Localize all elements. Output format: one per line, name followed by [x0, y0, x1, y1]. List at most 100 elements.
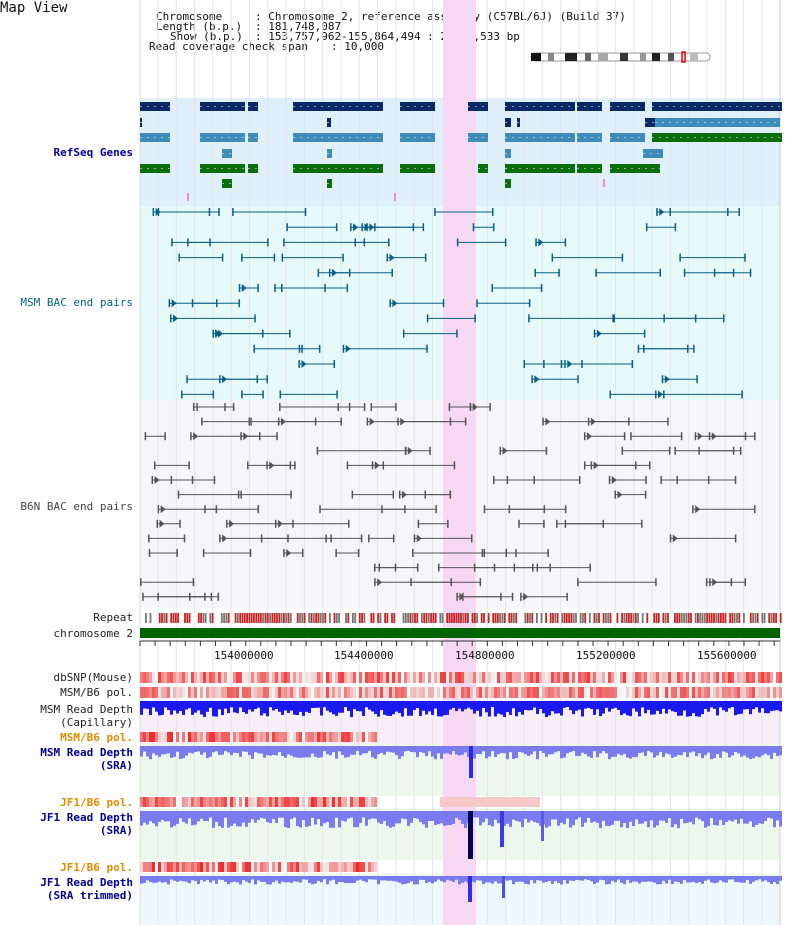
depth-bar [551, 811, 554, 820]
depth-bar [251, 811, 254, 820]
b6n-bac-end [140, 578, 142, 587]
depth-bar [368, 746, 371, 751]
repeat-mark [285, 613, 288, 623]
depth-bar [392, 876, 395, 882]
depth-bar [515, 876, 518, 882]
heat-cell [266, 687, 269, 698]
heat-cell [149, 672, 152, 683]
repeat-mark [510, 613, 513, 623]
heat-cell [140, 672, 143, 683]
repeat-mark [455, 613, 458, 623]
depth-bar [647, 811, 650, 828]
heat-cell [263, 732, 266, 742]
depth-bar [326, 701, 329, 711]
repeat-mark [483, 613, 485, 623]
heat-cell [281, 672, 284, 683]
heat-cell [236, 687, 239, 698]
depth-bar [722, 876, 725, 883]
b6n-bac-end [196, 403, 198, 411]
heat-cell [587, 687, 590, 698]
heat-cell [398, 672, 401, 683]
heat-cell [422, 687, 425, 698]
heat-cell [191, 672, 194, 683]
heat-cell [236, 672, 239, 683]
heat-cell [350, 672, 353, 683]
msm-bac-end [273, 253, 276, 262]
heat-cell [599, 687, 602, 698]
repeat-mark [593, 613, 596, 623]
depth-bar [692, 811, 695, 825]
msm-bac-end [212, 329, 214, 338]
msm-bac-end [262, 390, 264, 399]
b6n-bac-end [453, 461, 456, 470]
heat-cell [551, 687, 554, 698]
msm-bac-end [492, 223, 495, 232]
depth-bar [227, 746, 230, 753]
heat-cell [296, 672, 299, 683]
heat-cell [299, 862, 302, 872]
depth-bar [182, 876, 185, 882]
depth-bar [446, 876, 449, 880]
b6n-bac-end [250, 417, 252, 426]
msm-bac-end [386, 253, 388, 262]
b6n-bac-arrow [586, 432, 592, 441]
depth-bar [389, 701, 392, 716]
heat-cell [350, 797, 353, 807]
depth-bar [698, 876, 701, 883]
repeat-mark [710, 613, 713, 623]
repeat-mark [303, 613, 306, 623]
depth-bar [203, 811, 206, 821]
heat-cell [263, 672, 266, 683]
repeat-mark [411, 613, 414, 623]
depth-bar [677, 746, 680, 755]
heat-cell [611, 672, 614, 683]
gene-marker [187, 193, 189, 201]
heat-cell [374, 672, 377, 683]
depth-bar [608, 701, 611, 712]
heat-cell [572, 687, 575, 698]
depth-bar [254, 701, 257, 710]
depth-bar [182, 701, 185, 715]
repeat-mark [763, 613, 766, 623]
depth-bar [245, 811, 248, 827]
msm-bac-end [346, 284, 349, 292]
depth-bar [140, 876, 143, 884]
repeat-mark [745, 613, 748, 623]
refseq-genes-label[interactable]: RefSeq Genes [53, 146, 133, 159]
repeat-mark [680, 613, 683, 623]
heat-cell [410, 672, 413, 683]
depth-bar [692, 876, 695, 882]
b6n-bac-end [543, 519, 545, 528]
repeat-mark [292, 613, 294, 623]
msm-bac-end [388, 238, 390, 247]
heat-cell [425, 687, 428, 698]
heat-cell [350, 862, 353, 872]
msm-bac-end-pairs-label[interactable]: MSM BAC end pairs [20, 296, 133, 309]
depth-bar [770, 811, 773, 819]
depth-bar [446, 701, 449, 715]
depth-bar [455, 876, 458, 880]
gene-block [505, 179, 511, 188]
b6n-bac-end-pairs-label[interactable]: B6N BAC end pairs [20, 500, 133, 513]
heat-cell [293, 732, 296, 742]
depth-bar [638, 701, 641, 717]
depth-bar [365, 746, 368, 754]
depth-bar [638, 746, 641, 754]
gene-block [610, 102, 645, 111]
depth-bar [395, 701, 398, 712]
heat-cell [359, 862, 362, 872]
heat-cell [233, 687, 236, 698]
depth-bar [236, 876, 239, 883]
repeat-mark [356, 613, 359, 623]
depth-bar [581, 746, 584, 753]
b6n-bac-end [447, 519, 449, 528]
heat-cell [509, 672, 512, 683]
repeat-mark [623, 613, 626, 623]
depth-bar [284, 876, 287, 883]
depth-bar [503, 746, 506, 754]
repeat-mark [296, 613, 299, 623]
depth-bar [479, 746, 482, 755]
depth-bar [455, 746, 458, 755]
depth-bar [674, 746, 677, 757]
